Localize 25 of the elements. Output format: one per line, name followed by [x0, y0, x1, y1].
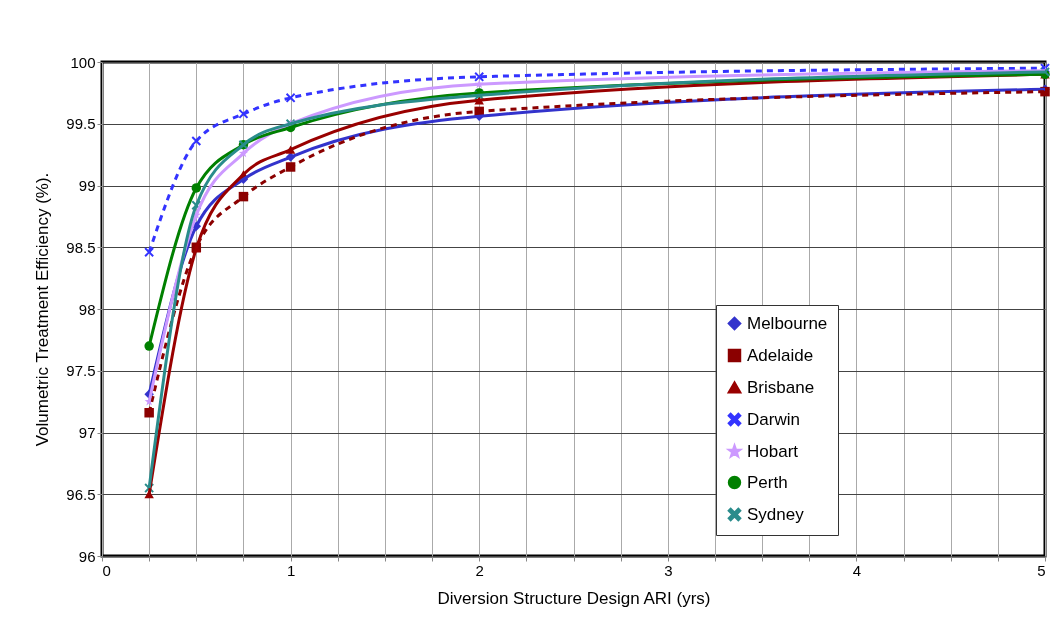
y-tick-label: 96.5: [66, 485, 96, 503]
y-tick-label: 98.5: [66, 238, 96, 256]
x-tick-label: 0: [102, 561, 111, 579]
y-tick-label: 99: [78, 177, 96, 194]
x-tick-label: 4: [852, 561, 862, 579]
point: [474, 72, 484, 82]
legend-label: Hobart: [747, 441, 799, 461]
x-tick-label: 1: [286, 561, 296, 579]
legend-label: Perth: [747, 472, 788, 492]
y-tick-label: 98: [78, 300, 96, 318]
x-tick-label: 5: [1037, 561, 1046, 579]
legend-label: Brisbane: [747, 377, 815, 397]
x-tick-label: 2: [475, 561, 484, 579]
y-tick-label: 100: [70, 53, 96, 71]
y-tick-label: 97: [78, 424, 96, 441]
legend-label: Melbourne: [747, 313, 828, 333]
x-axis-title: Diversion Structure Design ARI (yrs): [437, 588, 711, 608]
y-tick-label: 97.5: [66, 362, 96, 380]
y-tick-label: 96: [78, 547, 96, 565]
y-axis-title: Volumetric Treatment Efficiency (%).: [33, 172, 53, 447]
y-tick-label: 99.5: [66, 115, 96, 133]
legend-label: Adelaide: [747, 345, 814, 365]
legend-label: Sydney: [747, 504, 805, 524]
legend-label: Darwin: [747, 409, 800, 429]
x-tick-label: 3: [664, 561, 673, 579]
